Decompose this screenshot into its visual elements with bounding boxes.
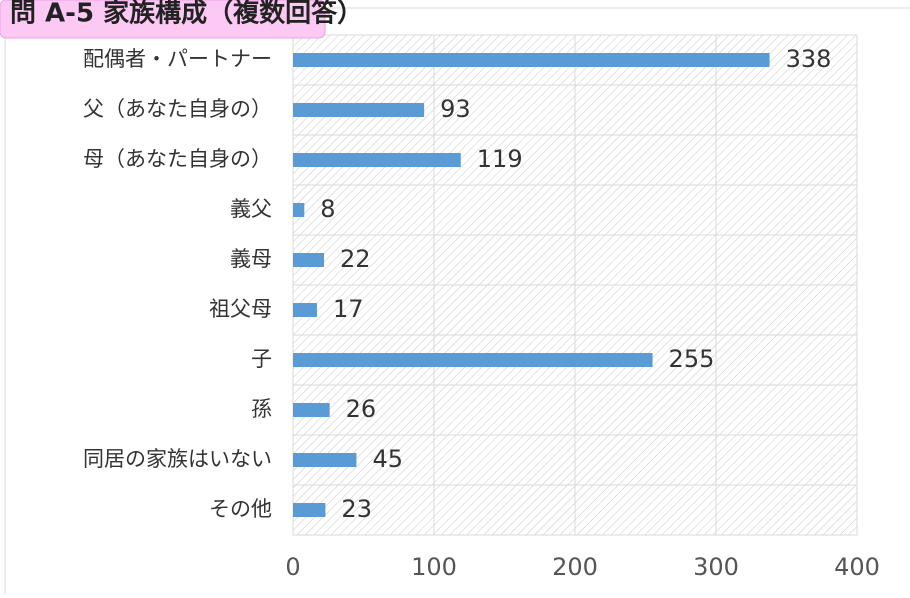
bar: [293, 253, 325, 267]
bar: [293, 403, 330, 417]
chart-title: 問 A-5 家族構成（複数回答）: [10, 0, 363, 29]
data-label: 17: [333, 295, 364, 323]
x-tick-label: 100: [411, 553, 457, 581]
y-tick-label: 父（あなた自身の）: [83, 97, 272, 121]
data-label: 45: [372, 445, 403, 473]
x-tick-label: 300: [693, 553, 739, 581]
bar: [293, 303, 317, 317]
y-tick-label: 義父: [230, 197, 272, 221]
bar: [293, 103, 425, 117]
bar: [293, 503, 326, 517]
data-label: 255: [669, 345, 715, 373]
bar: [293, 203, 305, 217]
y-tick-label: その他: [209, 497, 272, 521]
title-box: [0, 0, 326, 39]
y-tick-label: 配偶者・パートナー: [83, 47, 272, 71]
bar: [293, 53, 770, 67]
y-tick-label: 子: [251, 347, 272, 371]
data-label: 8: [320, 195, 335, 223]
bar: [293, 153, 461, 167]
y-tick-label: 同居の家族はいない: [83, 447, 272, 471]
y-tick-label: 母（あなた自身の）: [83, 147, 272, 171]
data-label: 23: [341, 495, 372, 523]
data-label: 22: [340, 245, 371, 273]
data-label: 93: [440, 95, 471, 123]
y-tick-label: 義母: [230, 247, 272, 271]
x-tick-label: 400: [834, 553, 880, 581]
y-tick-label: 孫: [251, 397, 272, 421]
x-tick-label: 0: [285, 553, 300, 581]
data-label: 26: [346, 395, 377, 423]
x-tick-label: 200: [552, 553, 598, 581]
bar: [293, 453, 357, 467]
y-tick-label: 祖父母: [209, 297, 272, 321]
bar: [293, 353, 653, 367]
data-label: 338: [786, 45, 832, 73]
data-label: 119: [477, 145, 523, 173]
